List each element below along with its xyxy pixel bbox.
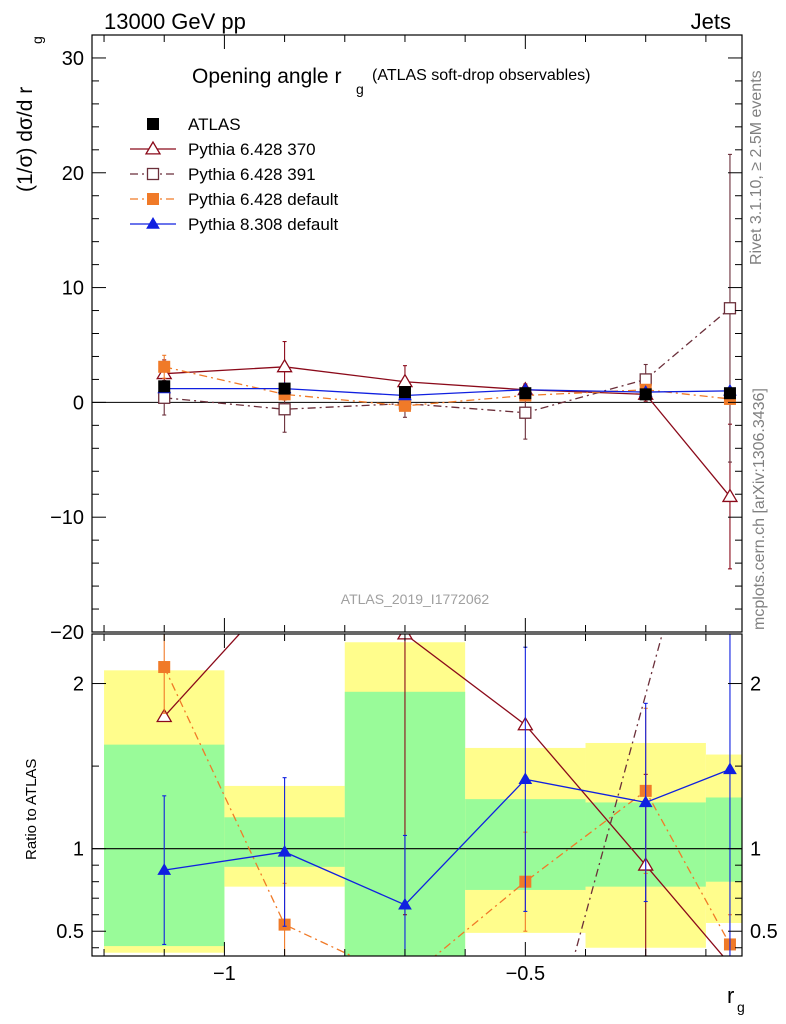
legend-swatch-marker [146,217,160,229]
legend: ATLAS Pythia 6.428 370 Pythia 6.428 391 Pyt… [130,115,339,234]
ratio-series-pythia-6-428-391 [573,634,663,956]
series-line [164,387,730,397]
data-point [519,387,532,400]
data-point [278,577,292,589]
chart-title: Opening angle r [192,65,341,88]
data-point [721,488,739,503]
main-ytick-label: −10 [50,507,84,529]
process-label: Jets [691,9,731,34]
data-point [156,708,173,723]
ratio-ytick-label-right: 2 [750,674,761,696]
xtick-label: −1 [213,963,236,985]
legend-label: Pythia 6.428 default [188,190,339,209]
main-ytick-label: 10 [62,278,84,300]
data-point [518,772,533,785]
main-panel-plot-area [92,153,742,570]
data-point [158,661,171,674]
legend-swatch-marker [147,193,159,205]
ratio-ytick-label-right: 0.5 [750,921,778,943]
ratio-ytick-label: 0.5 [56,921,84,943]
ratio-bands [104,642,742,956]
ratio-ytick-label-right: 1 [750,839,761,861]
analysis-id: ATLAS_2019_I1772062 [341,591,490,607]
series-line [164,366,731,497]
series-line [163,666,731,956]
rivet-label: Rivet 3.1.10, ≥ 2.5M events [748,70,765,265]
data-point [723,387,736,400]
ratio-ytick-label: 1 [73,839,84,861]
data-point [399,975,410,986]
energy-label: 13000 GeV pp [104,9,246,34]
series-line [573,634,663,956]
legend-entry-pythia-6-428-391: Pythia 6.428 391 [130,165,316,184]
series-line [163,634,724,956]
xtick-label: −0.5 [506,963,545,985]
data-point [729,955,730,956]
main-ytick-label: 30 [62,48,84,70]
chart-title-subscript: g [356,81,364,97]
legend-entry-atlas: ATLAS [147,115,241,134]
data-point [398,897,412,910]
legend-label: ATLAS [188,115,241,134]
chart-title-note: (ATLAS soft-drop observables) [372,67,590,84]
xlabel: r [727,983,734,1008]
data-point [639,373,652,386]
ratio-ytick-label: 2 [73,674,84,696]
legend-swatch-marker [147,118,159,130]
legend-entry-pythia-6-428-default: Pythia 6.428 default [130,190,339,209]
legend-swatch-marker [146,167,160,181]
data-point [158,360,171,373]
data-point [519,406,532,419]
main-ytick-label: 0 [73,392,84,414]
ratio-ylabel: Ratio to ATLAS [23,759,40,860]
main-ylabel-subscript: g [29,36,45,44]
data-point [398,386,411,399]
data-point [639,388,652,401]
data-point [276,358,293,373]
main-ytick-label: 20 [62,163,84,185]
ratio-series-pythia-8-308-default [157,634,737,956]
legend-label: Pythia 8.308 default [188,215,339,234]
data-point [158,380,171,393]
data-point [277,844,292,857]
ratio-panel-plot-area [92,577,742,986]
series-line [164,768,731,906]
legend-swatch-marker [144,140,162,155]
data-point [278,382,291,395]
mcplots-label: mcplots.cern.ch [arXiv:1306.3436] [751,388,768,630]
legend-label: Pythia 6.428 370 [188,140,316,159]
data-point [723,762,737,775]
legend-entry-pythia-6-428-370: Pythia 6.428 370 [130,140,316,159]
axes: −20 −10 0 10 20 30 −1 −0.5 0.5 0.5 1 1 2 2 [50,34,778,985]
main-series-atlas [158,380,736,401]
main-ylabel: (1/σ) dσ/d r [14,87,37,192]
data-point [158,391,171,404]
main-ytick-label: −20 [50,622,84,644]
uncertainty-band-green [705,797,742,882]
data-point [398,399,411,412]
legend-label: Pythia 6.428 391 [188,165,316,184]
data-point [638,795,653,808]
ratio-frame [91,633,743,957]
data-point [157,863,172,875]
series-line [164,307,731,414]
legend-entry-pythia-8-308-default: Pythia 8.308 default [130,215,339,234]
xlabel-subscript: g [737,999,745,1015]
data-point [723,302,737,315]
data-point [278,403,291,416]
